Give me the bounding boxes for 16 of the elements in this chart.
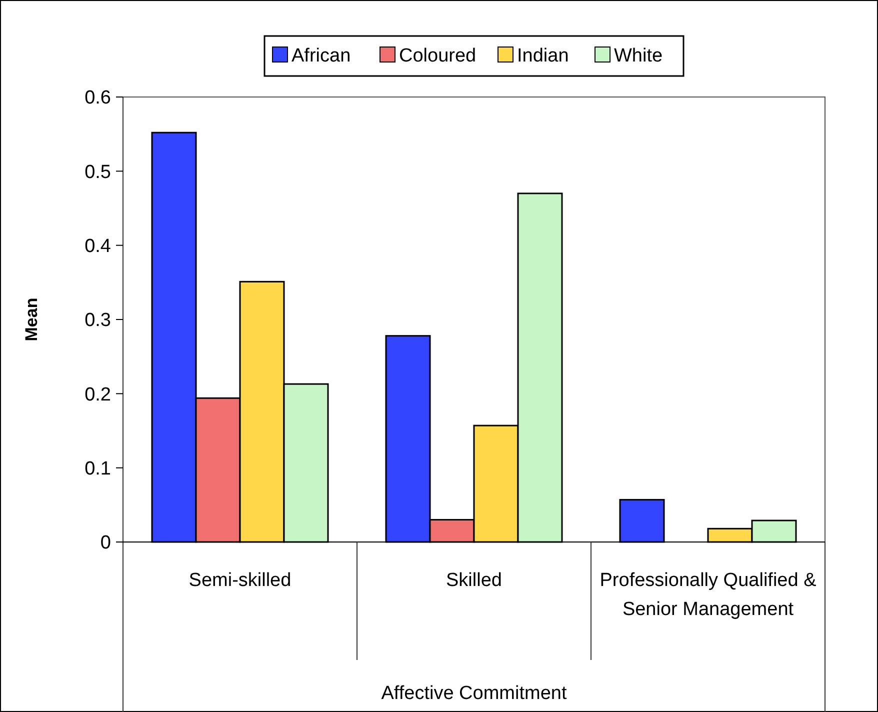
x-tick-label: Semi-skilled <box>188 570 292 591</box>
y-tick-label: 0.3 <box>84 310 111 332</box>
legend-label: Indian <box>517 46 569 67</box>
y-tick-label: 0.4 <box>84 236 112 257</box>
y-tick-label: 0.6 <box>84 88 111 109</box>
y-tick-label: 0 <box>100 532 111 554</box>
y-tick-label: 0.5 <box>84 162 111 183</box>
x-tick-label: Professionally Qualified & Senior Management <box>600 570 817 620</box>
legend-label: African <box>292 46 351 67</box>
y-axis-title: Mean <box>22 298 41 342</box>
y-tick-label: 0.1 <box>84 458 111 480</box>
legend-label: White <box>614 46 663 67</box>
x-tick-label: Skilled <box>446 570 502 591</box>
legend-label: Coloured <box>399 46 476 67</box>
x-axis-title: Affective Commitment <box>381 683 568 704</box>
y-tick-label: 0.2 <box>84 384 111 406</box>
